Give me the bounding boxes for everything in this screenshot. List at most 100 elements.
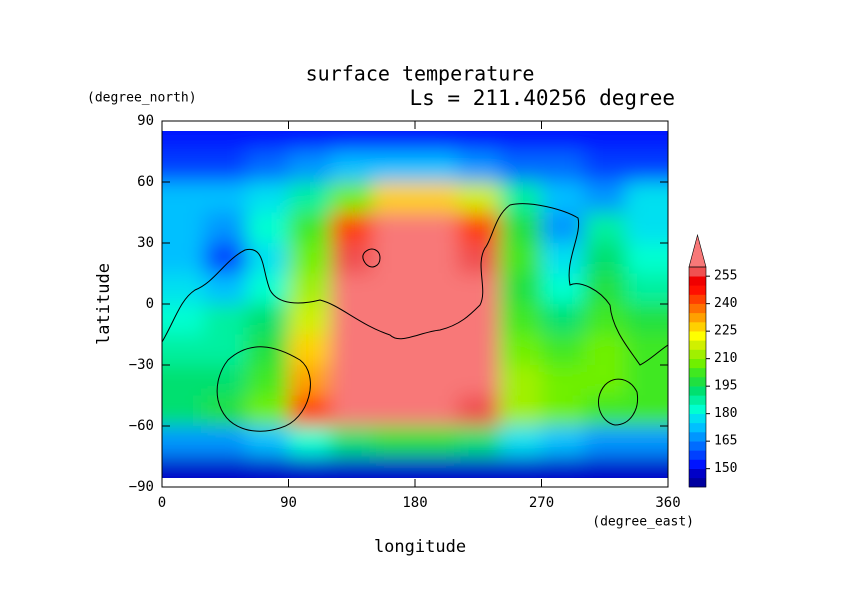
field-cell (583, 304, 627, 335)
field-cell (415, 131, 458, 152)
field-cell (204, 304, 247, 335)
field-cell (246, 395, 289, 427)
field-cell (583, 456, 627, 478)
field-cell (330, 334, 374, 366)
field-cell (415, 182, 458, 213)
field-cell (457, 243, 500, 274)
field-cell (499, 273, 542, 305)
field-cell (162, 151, 205, 183)
field-cell (372, 273, 416, 305)
field-cell (330, 426, 374, 457)
field-cell (541, 395, 585, 427)
field-cell (457, 456, 500, 478)
field-cell (499, 395, 542, 427)
colorbar-box (689, 285, 706, 295)
field-cell (330, 131, 374, 152)
colorbar-box (689, 432, 706, 442)
field-cell (499, 304, 542, 335)
colorbar-box (689, 358, 706, 369)
colorbar-box (689, 312, 706, 323)
field-cell (204, 151, 247, 183)
y-tick-label: −60 (129, 418, 154, 434)
field-cell (246, 151, 289, 183)
field-cell (288, 334, 332, 366)
field-cell (288, 273, 332, 305)
field-cell (330, 212, 374, 244)
field-cell (541, 212, 585, 244)
field-cell (246, 304, 289, 335)
field-cell (541, 151, 585, 183)
field-cell (330, 456, 374, 478)
colorbar-box (689, 276, 706, 286)
field-cell (625, 212, 668, 244)
colorbar-box (689, 386, 706, 396)
field-cell (625, 304, 668, 335)
colorbar-box (689, 404, 706, 414)
field-cell (541, 334, 585, 366)
field-cell (288, 151, 332, 183)
field-cell (372, 395, 416, 427)
field-cell (372, 365, 416, 396)
field-cell (541, 182, 585, 213)
chart-subtitle: Ls = 211.40256 degree (409, 86, 675, 110)
field-cell (162, 456, 205, 478)
field-cell (288, 212, 332, 244)
field-cell (625, 395, 668, 427)
field-cell (204, 395, 247, 427)
field-cell (625, 456, 668, 478)
field-cell (372, 456, 416, 478)
y-tick-label: 90 (137, 113, 154, 129)
field-cell (288, 456, 332, 478)
field-cell (162, 426, 205, 457)
field-cell (204, 426, 247, 457)
field-cell (499, 243, 542, 274)
field-cell (457, 273, 500, 305)
x-tick-label: 0 (158, 495, 166, 511)
field-cell (372, 334, 416, 366)
field-cells (162, 131, 668, 478)
field-cell (330, 151, 374, 183)
coastline (597, 378, 639, 426)
field-cell (246, 456, 289, 478)
coastline (216, 346, 311, 432)
field-cell (457, 426, 500, 457)
field-cell (372, 426, 416, 457)
colorbar-box (689, 377, 706, 387)
field-cell (246, 334, 289, 366)
field-cell (372, 131, 416, 152)
field-cell (204, 334, 247, 366)
field-cell (625, 151, 668, 183)
x-axis-label: longitude (374, 537, 466, 557)
field-cell (457, 131, 500, 152)
field-cell (330, 395, 374, 427)
field-cell (162, 334, 205, 366)
field-cell (288, 243, 332, 274)
field-cell (415, 426, 458, 457)
colorbar-box (689, 477, 706, 488)
colorbar-label: 210 (714, 351, 737, 366)
field-cell (625, 426, 668, 457)
field-cell (162, 182, 205, 213)
field-cell (162, 243, 205, 274)
field-cell (372, 151, 416, 183)
field-cell (246, 273, 289, 305)
field-cell (372, 212, 416, 244)
field-cell (541, 365, 585, 396)
field-cell (625, 273, 668, 305)
field-cell (625, 131, 668, 152)
field (162, 131, 668, 478)
field-cell (288, 426, 332, 457)
colorbar-label: 225 (714, 324, 737, 339)
field-cell (162, 365, 205, 396)
field-cell (330, 182, 374, 213)
field-cell (499, 131, 542, 152)
x-tick-label: 180 (402, 495, 427, 511)
y-unit: (degree_north) (87, 91, 197, 106)
colorbar-box (689, 422, 706, 433)
field-cell (541, 273, 585, 305)
field-cell (246, 212, 289, 244)
field-cell (541, 131, 585, 152)
colorbar-box (689, 322, 706, 332)
